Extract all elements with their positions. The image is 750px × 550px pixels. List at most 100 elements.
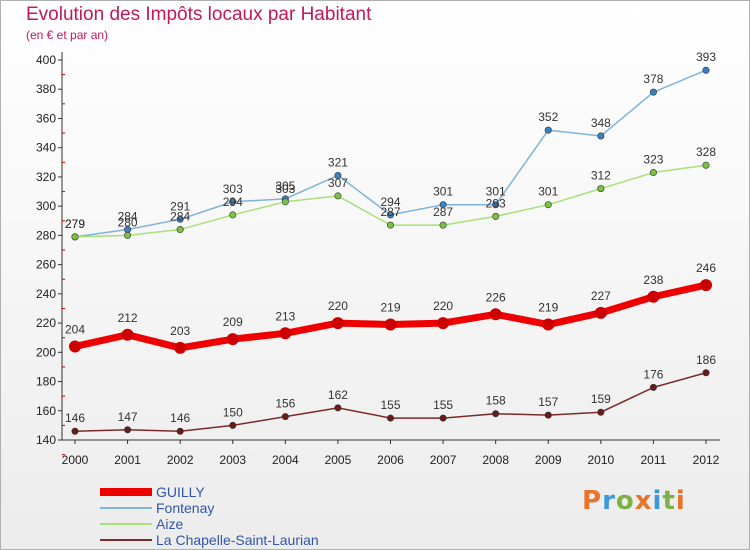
x-tick-label: 2010 (587, 453, 614, 467)
y-tick-label: 220 (36, 316, 56, 330)
data-label: 284 (170, 210, 190, 224)
data-label: 158 (486, 394, 506, 408)
data-label: 246 (696, 261, 716, 275)
x-tick-label: 2009 (535, 453, 562, 467)
y-tick-label: 340 (36, 141, 56, 155)
logo-letter: i (652, 486, 663, 516)
data-label: 186 (696, 353, 716, 367)
x-tick-label: 2012 (693, 453, 720, 467)
y-tick-label: 360 (36, 111, 56, 125)
data-label: 307 (328, 176, 348, 190)
data-point (229, 421, 237, 429)
data-label: 301 (486, 185, 506, 199)
data-label: 393 (696, 50, 716, 64)
data-label: 284 (118, 210, 138, 224)
data-point (649, 383, 657, 391)
data-point (386, 414, 394, 422)
data-label: 287 (380, 205, 400, 219)
data-point (281, 198, 289, 206)
logo-letter: o (615, 486, 635, 516)
legend-label: Fontenay (156, 500, 215, 516)
data-point (176, 427, 184, 435)
x-tick-label: 2006 (377, 453, 404, 467)
data-point (544, 201, 552, 209)
data-label: 323 (643, 153, 663, 167)
data-point (279, 327, 292, 340)
y-tick-label: 260 (36, 258, 56, 272)
data-label: 305 (275, 179, 295, 193)
logo-letter: P (582, 486, 603, 516)
data-label: 156 (275, 397, 295, 411)
legend-label: Aize (156, 516, 184, 532)
data-label: 220 (328, 299, 348, 313)
data-label: 176 (643, 367, 663, 381)
data-label: 303 (275, 182, 295, 196)
data-point (229, 198, 237, 206)
data-label: 301 (538, 185, 558, 199)
data-label: 150 (223, 405, 243, 419)
data-label: 157 (538, 395, 558, 409)
data-point (71, 427, 79, 435)
data-point (439, 201, 447, 209)
y-tick-label: 160 (36, 404, 56, 418)
y-tick-label: 400 (36, 53, 56, 67)
data-label: 279 (65, 217, 85, 231)
data-label: 159 (591, 392, 611, 406)
data-point (174, 341, 187, 354)
logo-letter: i (675, 486, 686, 516)
legend-label: GUILLY (156, 484, 205, 500)
data-point (439, 221, 447, 229)
data-point (439, 414, 447, 422)
legend-swatch (100, 539, 152, 541)
legend-swatch (100, 523, 152, 525)
data-label: 219 (538, 301, 558, 315)
legend-label: La Chapelle-Saint-Laurian (156, 532, 319, 548)
data-point (334, 404, 342, 412)
data-label: 348 (591, 116, 611, 130)
data-point (71, 233, 79, 241)
y-tick-label: 280 (36, 228, 56, 242)
x-tick-label: 2005 (325, 453, 352, 467)
data-point (281, 413, 289, 421)
legend-swatch (100, 507, 152, 509)
data-label: 328 (696, 145, 716, 159)
data-label: 147 (118, 410, 138, 424)
x-tick-label: 2000 (62, 453, 89, 467)
series-line-guilly (74, 281, 707, 352)
data-point (384, 318, 397, 331)
data-point (544, 126, 552, 134)
data-point (492, 410, 500, 418)
data-point (702, 161, 710, 169)
proxiti-logo: Proxiti (582, 486, 686, 516)
x-tick-label: 2003 (219, 453, 246, 467)
data-point (492, 201, 500, 209)
data-point (386, 211, 394, 219)
x-tick-label: 2002 (167, 453, 194, 467)
data-label: 301 (433, 185, 453, 199)
x-tick-label: 2008 (482, 453, 509, 467)
data-point (597, 132, 605, 140)
data-label: 146 (170, 411, 190, 425)
data-point (700, 279, 712, 292)
data-point (124, 426, 132, 434)
data-label: 279 (65, 217, 85, 231)
data-point (176, 215, 184, 223)
x-tick-label: 2001 (114, 453, 141, 467)
data-point (437, 317, 450, 330)
data-point (489, 308, 502, 321)
data-label: 204 (65, 322, 85, 336)
y-tick-label: 380 (36, 82, 56, 96)
data-point (386, 221, 394, 229)
data-label: 293 (486, 196, 506, 210)
y-tick-label: 140 (36, 433, 56, 447)
data-point (334, 171, 342, 179)
data-label: 162 (328, 388, 348, 402)
data-label: 312 (591, 169, 611, 183)
data-label: 212 (118, 311, 138, 325)
data-point (544, 411, 552, 419)
y-tick-label: 240 (36, 287, 56, 301)
data-label: 227 (591, 289, 611, 303)
data-label: 238 (643, 273, 663, 287)
data-label: 321 (328, 155, 348, 169)
data-label: 294 (223, 195, 243, 209)
